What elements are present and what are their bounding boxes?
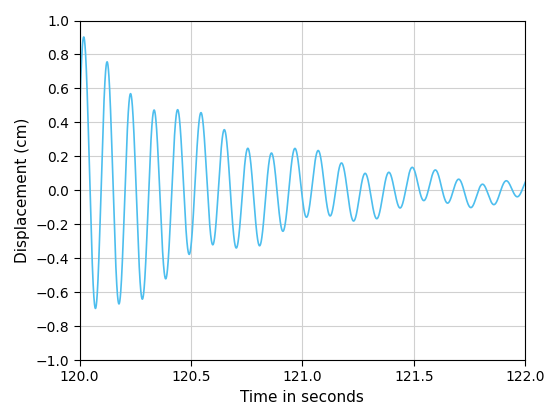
Y-axis label: Displacement (cm): Displacement (cm) [15, 118, 30, 263]
X-axis label: Time in seconds: Time in seconds [240, 390, 365, 405]
